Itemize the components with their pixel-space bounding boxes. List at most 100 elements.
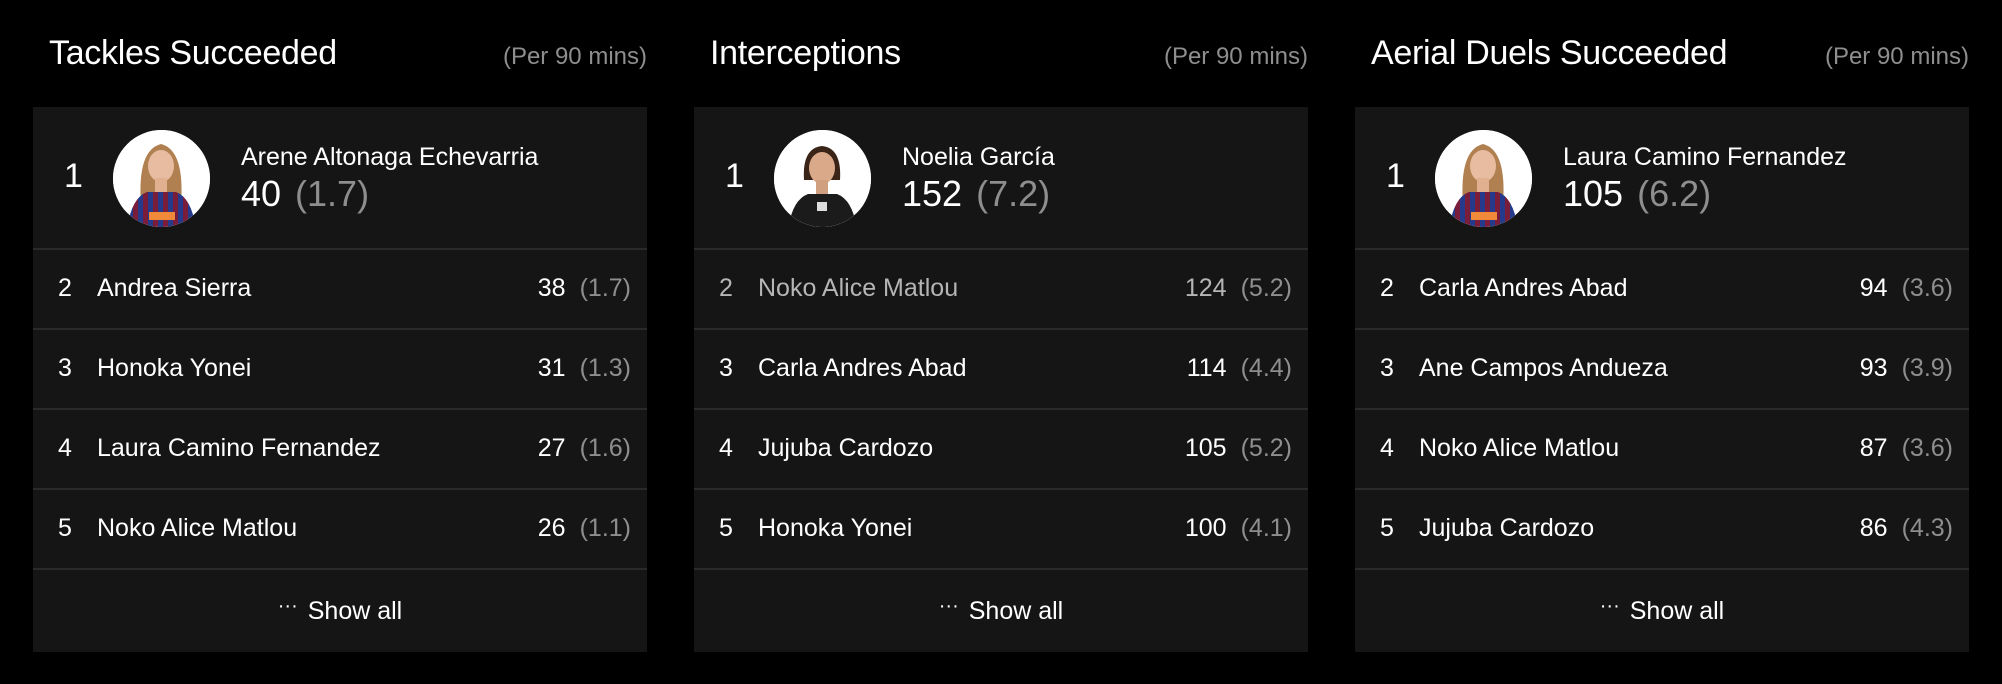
row-value: 87 (3.6) xyxy=(1860,434,1953,463)
panel-title: Tackles Succeeded xyxy=(49,34,337,72)
player-name[interactable]: Carla Andres Abad xyxy=(758,354,967,382)
row-avg: (4.4) xyxy=(1240,354,1292,382)
player-name[interactable]: Honoka Yonei xyxy=(758,514,913,542)
row-total: 94 xyxy=(1859,274,1888,302)
row-rank: 3 xyxy=(1380,354,1394,382)
row-value: 114 (4.4) xyxy=(1187,354,1292,383)
table-row[interactable]: 2 Andrea Sierra 38 (1.7) xyxy=(33,250,647,330)
player-name[interactable]: Honoka Yonei xyxy=(97,354,252,382)
row-value: 124 (5.2) xyxy=(1185,274,1292,303)
leader-name[interactable]: Arene Altonaga Echevarria xyxy=(241,143,539,171)
row-avg: (3.6) xyxy=(1901,434,1953,462)
row-avg: (5.2) xyxy=(1240,274,1292,302)
table-row[interactable]: 3 Honoka Yonei 31 (1.3) xyxy=(33,330,647,410)
row-value: 26 (1.1) xyxy=(538,514,631,543)
table-row[interactable]: 2 Noko Alice Matlou 124 (5.2) xyxy=(694,250,1308,330)
player-name[interactable]: Andrea Sierra xyxy=(97,274,252,302)
row-total: 93 xyxy=(1859,354,1888,382)
row-rank: 4 xyxy=(719,434,733,462)
row-value: 100 (4.1) xyxy=(1185,514,1292,543)
leader-avg: (6.2) xyxy=(1637,173,1712,214)
player-name[interactable]: Jujuba Cardozo xyxy=(1419,514,1595,542)
row-avg: (1.1) xyxy=(579,514,631,542)
leader-name[interactable]: Noelia García xyxy=(902,143,1055,171)
table-row[interactable]: 4 Laura Camino Fernandez 27 (1.6) xyxy=(33,410,647,490)
row-rank: 4 xyxy=(1380,434,1394,462)
row-rank: 4 xyxy=(58,434,72,462)
row-total: 27 xyxy=(537,434,566,462)
row-avg: (1.7) xyxy=(579,274,631,302)
row-rank: 2 xyxy=(58,274,72,302)
row-value: 27 (1.6) xyxy=(538,434,631,463)
table-row[interactable]: 5 Jujuba Cardozo 86 (4.3) xyxy=(1355,490,1969,570)
leader-row[interactable]: 1 Noelia García 152 (7.2) xyxy=(694,107,1308,250)
leader-row[interactable]: 1 Laura Camino Fernandez 105 (6.2) xyxy=(1355,107,1969,250)
show-all-button[interactable]: ··· Show all xyxy=(694,571,1308,652)
row-rank: 3 xyxy=(719,354,733,382)
row-avg: (3.9) xyxy=(1901,354,1953,382)
panel-header: Aerial Duels Succeeded (Per 90 mins) xyxy=(1371,34,1969,84)
row-total: 31 xyxy=(537,354,566,382)
leaderboard-card: 1 Arene Altonaga Echevarria 40 (1.7) 2 And… xyxy=(33,107,647,652)
row-rank: 2 xyxy=(719,274,733,302)
leader-name[interactable]: Laura Camino Fernandez xyxy=(1563,143,1847,171)
table-row[interactable]: 3 Carla Andres Abad 114 (4.4) xyxy=(694,330,1308,410)
table-row[interactable]: 4 Jujuba Cardozo 105 (5.2) xyxy=(694,410,1308,490)
row-avg: (3.6) xyxy=(1901,274,1953,302)
panel-title: Interceptions xyxy=(710,34,901,72)
table-row[interactable]: 5 Honoka Yonei 100 (4.1) xyxy=(694,490,1308,570)
row-total: 100 xyxy=(1184,514,1227,542)
player-name[interactable]: Jujuba Cardozo xyxy=(758,434,934,462)
player-name[interactable]: Noko Alice Matlou xyxy=(97,514,298,542)
row-value: 94 (3.6) xyxy=(1860,274,1953,303)
table-row[interactable]: 3 Ane Campos Andueza 93 (3.9) xyxy=(1355,330,1969,410)
row-avg: (1.6) xyxy=(579,434,631,462)
row-avg: (1.3) xyxy=(579,354,631,382)
leader-row[interactable]: 1 Arene Altonaga Echevarria 40 (1.7) xyxy=(33,107,647,250)
player-name[interactable]: Noko Alice Matlou xyxy=(1419,434,1620,462)
leader-rank: 1 xyxy=(64,157,83,195)
leader-value: 152 (7.2) xyxy=(902,173,1050,215)
leader-total: 152 xyxy=(902,173,963,214)
row-total: 38 xyxy=(537,274,566,302)
row-total: 105 xyxy=(1184,434,1227,462)
player-name[interactable]: Ane Campos Andueza xyxy=(1419,354,1668,382)
leader-rank: 1 xyxy=(725,157,744,195)
row-total: 87 xyxy=(1859,434,1888,462)
panel-title: Aerial Duels Succeeded xyxy=(1371,34,1728,72)
row-rank: 3 xyxy=(58,354,72,382)
leaderboard-card: 1 Noelia García 152 (7.2) 2 Noko Alice Mat… xyxy=(694,107,1308,652)
ellipsis-icon: ··· xyxy=(1599,595,1620,617)
row-rank: 5 xyxy=(719,514,733,542)
leader-value: 105 (6.2) xyxy=(1563,173,1711,215)
player-name[interactable]: Noko Alice Matlou xyxy=(758,274,959,302)
row-avg: (4.3) xyxy=(1901,514,1953,542)
leader-total: 40 xyxy=(241,173,282,214)
player-name[interactable]: Laura Camino Fernandez xyxy=(97,434,381,462)
leader-value: 40 (1.7) xyxy=(241,173,369,215)
show-all-button[interactable]: ··· Show all xyxy=(1355,571,1969,652)
per-90-label: (Per 90 mins) xyxy=(1163,43,1308,70)
row-avg: (5.2) xyxy=(1240,434,1292,462)
show-all-label: Show all xyxy=(968,597,1064,625)
player-avatar xyxy=(774,130,871,227)
table-row[interactable]: 2 Carla Andres Abad 94 (3.6) xyxy=(1355,250,1969,330)
row-rank: 2 xyxy=(1380,274,1394,302)
row-value: 31 (1.3) xyxy=(538,354,631,383)
per-90-label: (Per 90 mins) xyxy=(502,43,647,70)
table-row[interactable]: 5 Noko Alice Matlou 26 (1.1) xyxy=(33,490,647,570)
show-all-button[interactable]: ··· Show all xyxy=(33,571,647,652)
row-value: 93 (3.9) xyxy=(1860,354,1953,383)
row-value: 105 (5.2) xyxy=(1185,434,1292,463)
row-value: 38 (1.7) xyxy=(538,274,631,303)
leader-avg: (1.7) xyxy=(295,173,370,214)
row-rank: 5 xyxy=(58,514,72,542)
player-name[interactable]: Carla Andres Abad xyxy=(1419,274,1628,302)
panel-header: Tackles Succeeded (Per 90 mins) xyxy=(49,34,647,84)
leaderboard-card: 1 Laura Camino Fernandez 105 (6.2) 2 Carla… xyxy=(1355,107,1969,652)
row-value: 86 (4.3) xyxy=(1860,514,1953,543)
ellipsis-icon: ··· xyxy=(277,595,298,617)
show-all-label: Show all xyxy=(1629,597,1725,625)
table-row[interactable]: 4 Noko Alice Matlou 87 (3.6) xyxy=(1355,410,1969,490)
row-total: 124 xyxy=(1184,274,1227,302)
